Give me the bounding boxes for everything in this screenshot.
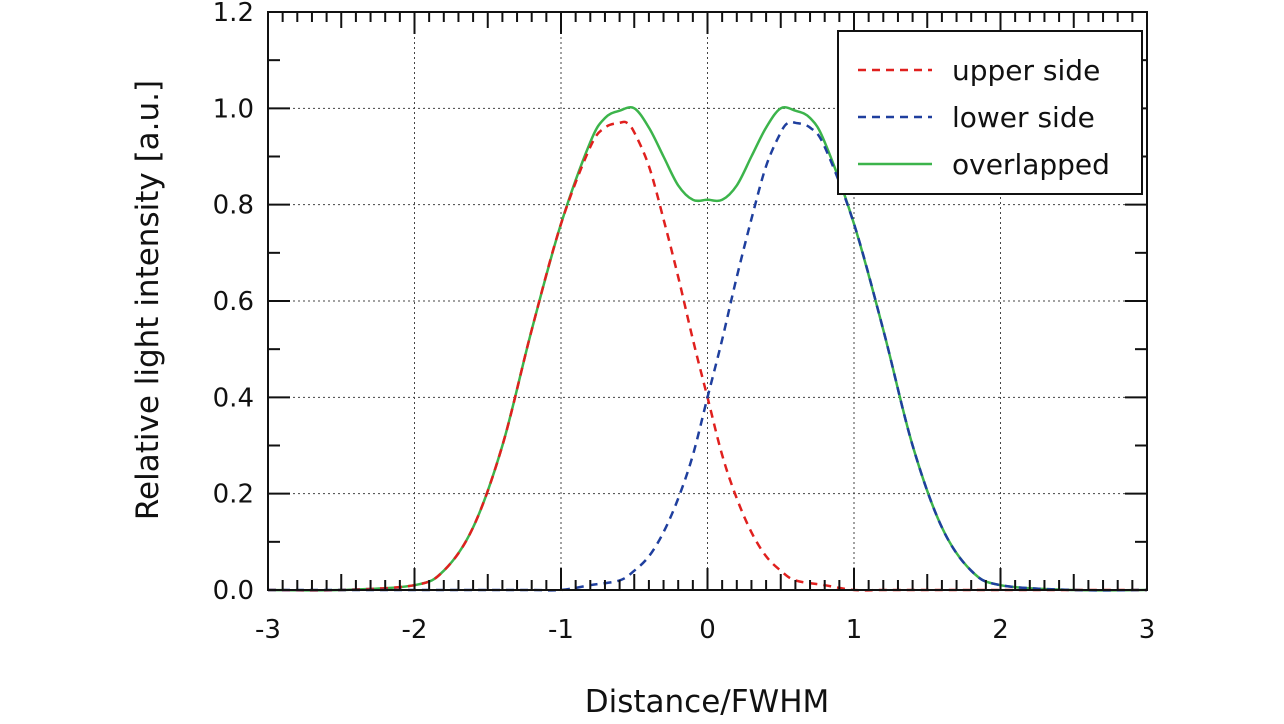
legend-label-upper-side: upper side xyxy=(952,54,1100,87)
y-axis-label: Relative light intensity [a.u.] xyxy=(130,80,166,520)
legend-label-overlapped: overlapped xyxy=(952,148,1110,181)
legend-label-lower-side: lower side xyxy=(952,101,1095,134)
x-tick-label: 1 xyxy=(846,615,863,645)
y-tick-label: 0.0 xyxy=(213,576,254,606)
y-tick-label: 0.4 xyxy=(213,383,254,413)
legend-box xyxy=(837,30,1143,195)
x-axis-label: Distance/FWHM xyxy=(585,684,830,720)
y-tick-label: 1.2 xyxy=(213,0,254,28)
y-tick-label: 0.8 xyxy=(213,191,254,221)
x-tick-label: -2 xyxy=(402,615,428,645)
x-tick-label: 0 xyxy=(699,615,716,645)
x-tick-label: -1 xyxy=(548,615,574,645)
y-tick-label: 1.0 xyxy=(213,94,254,124)
y-tick-label: 0.2 xyxy=(213,480,254,510)
plot-frame xyxy=(267,11,1148,591)
x-tick-label: 2 xyxy=(992,615,1009,645)
y-tick-label: 0.6 xyxy=(213,287,254,317)
x-tick-label: 3 xyxy=(1139,615,1156,645)
x-tick-label: -3 xyxy=(255,615,281,645)
tick-labels: -3 -2 -1 0 1 2 3 0.0 0.2 0.4 0.6 0.8 1.0 1.2 xyxy=(213,0,1156,645)
series-line-lower-side xyxy=(268,120,1148,592)
legend: upper side lower side overlapped xyxy=(837,30,1143,195)
